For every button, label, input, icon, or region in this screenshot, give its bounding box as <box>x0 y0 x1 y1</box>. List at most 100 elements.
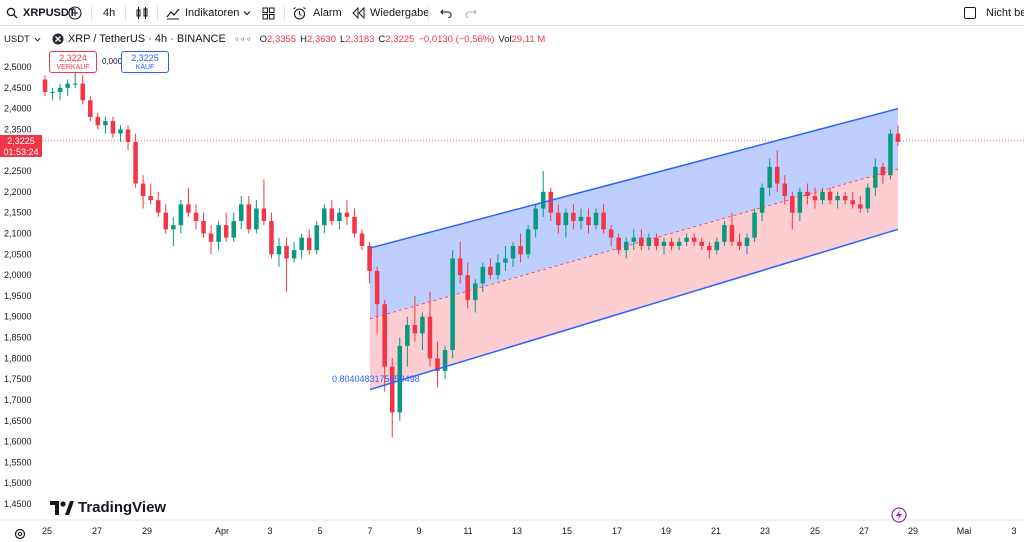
candle-body <box>322 208 327 226</box>
undo-button[interactable] <box>440 0 452 26</box>
interval-button[interactable]: 4h <box>103 7 116 19</box>
candle-body <box>752 212 757 238</box>
x-tick-label: 27 <box>92 526 102 536</box>
y-tick-label: 1,8500 <box>4 333 32 343</box>
candle-body <box>314 225 320 251</box>
candle-body <box>352 216 357 234</box>
candle-body <box>269 220 274 255</box>
grid-icon <box>262 7 275 19</box>
candle-body <box>374 270 380 305</box>
candle-body <box>420 316 425 334</box>
x-tick-label: 25 <box>42 526 52 536</box>
y-tick-label: 2,5000 <box>4 62 32 72</box>
candle-body <box>118 129 123 134</box>
candle-body <box>654 237 659 246</box>
checkbox-label: Nicht be <box>986 7 1024 19</box>
chart-type-button[interactable] <box>135 0 149 26</box>
candle-body <box>140 183 146 197</box>
candle-body <box>216 225 221 242</box>
buy-button[interactable]: 2,3225 KAUF <box>121 51 169 73</box>
candle-body <box>125 129 131 142</box>
y-tick-label: 2,3500 <box>4 124 32 134</box>
candle-body <box>805 191 810 197</box>
candle-body <box>155 200 161 213</box>
candle-body <box>284 245 289 259</box>
chevron-down-icon[interactable] <box>34 36 41 43</box>
y-tick-label: 2,2500 <box>4 166 32 176</box>
indicators-button[interactable]: Indikatoren <box>166 0 239 26</box>
price-unit-selector[interactable]: USDT <box>4 33 30 45</box>
candle-body <box>578 216 584 221</box>
checkbox[interactable] <box>964 7 976 19</box>
top-toolbar: XRPUSDT 4h Indikatoren Alarm Wiedergabe … <box>0 0 1024 26</box>
candle-body <box>518 245 523 255</box>
candle-body <box>389 366 395 413</box>
candle-body <box>178 204 184 226</box>
lightning-icon[interactable] <box>891 507 907 523</box>
y-tick-label: 1,4500 <box>4 499 32 509</box>
channel-fib-label: 0.8040483175059498 <box>332 374 420 384</box>
search-icon <box>6 7 18 19</box>
high-label: H <box>300 33 307 45</box>
sell-label: VERKAUF <box>56 64 90 71</box>
rewind-icon <box>352 7 365 19</box>
tradingview-logo[interactable]: TradingView <box>50 499 166 516</box>
y-tick-label: 1,8000 <box>4 353 32 363</box>
symbol-search[interactable]: XRPUSDT <box>6 0 76 26</box>
replay-button[interactable]: Wiedergabe <box>352 0 429 26</box>
toolbar-divider <box>157 5 158 21</box>
candle-body <box>533 208 538 230</box>
chart-area[interactable]: 2,50002,45002,40002,35002,30002,25002,20… <box>0 27 1024 542</box>
indicators-dropdown[interactable] <box>243 0 251 26</box>
volume-label: Vol <box>498 33 512 45</box>
toolbar-divider <box>428 5 429 21</box>
toolbar-divider <box>125 5 126 21</box>
candle-body <box>495 262 501 276</box>
candle-body <box>223 225 229 238</box>
candle-body <box>842 196 848 201</box>
chart-legend: USDT XRP / TetherUS · 4h · BINANCE ∘∘∘ O… <box>4 31 545 47</box>
sell-button[interactable]: 2,3224 VERKAUF <box>49 51 97 73</box>
price-chart[interactable]: 2,50002,45002,40002,35002,30002,25002,20… <box>0 27 1024 542</box>
x-tick-label: 7 <box>367 526 372 536</box>
candle-body <box>95 116 101 126</box>
candle-body <box>646 237 652 246</box>
candles-icon <box>136 7 148 19</box>
x-tick-label: 5 <box>317 526 322 536</box>
redo-button[interactable] <box>465 0 477 26</box>
layouts-button[interactable] <box>262 0 275 26</box>
alarm-button[interactable]: Alarm <box>292 0 342 26</box>
channel-upper-line <box>369 107 899 249</box>
compare-button[interactable] <box>68 0 82 26</box>
x-tick-label: 29 <box>908 526 918 536</box>
y-tick-label: 2,4000 <box>4 104 32 114</box>
x-tick-label: 11 <box>463 526 472 536</box>
more-dots-icon[interactable]: ∘∘∘ <box>233 33 252 45</box>
candle-body <box>608 229 614 238</box>
candle-body <box>676 241 682 246</box>
y-tick-label: 2,4500 <box>4 83 32 93</box>
buy-label: KAUF <box>135 64 155 71</box>
x-tick-label: 3 <box>267 526 272 536</box>
candle-body <box>450 258 455 351</box>
y-tick-label: 1,6500 <box>4 416 32 426</box>
candle-body <box>586 216 591 226</box>
spread-value: 0,0001 <box>102 57 127 66</box>
toolbar-divider <box>91 5 92 21</box>
settings-gear-icon[interactable] <box>13 527 27 541</box>
candle-body <box>405 325 410 346</box>
candle-body <box>208 233 214 242</box>
low-label: L <box>340 33 346 45</box>
candle-body <box>707 245 712 251</box>
y-tick-label: 1,7500 <box>4 374 32 384</box>
candle-body <box>729 225 735 242</box>
candle-body <box>548 191 554 213</box>
toolbar-checkbox[interactable]: Nicht be <box>964 0 1024 26</box>
candle-body <box>261 208 267 221</box>
y-tick-label: 1,6000 <box>4 437 32 447</box>
y-tick-label: 1,7000 <box>4 395 32 405</box>
open-value: 2,3355 <box>267 33 297 45</box>
sell-price: 2,3224 <box>59 53 87 63</box>
logo-text: TradingView <box>78 499 167 516</box>
low-value: 2,3183 <box>345 33 375 45</box>
